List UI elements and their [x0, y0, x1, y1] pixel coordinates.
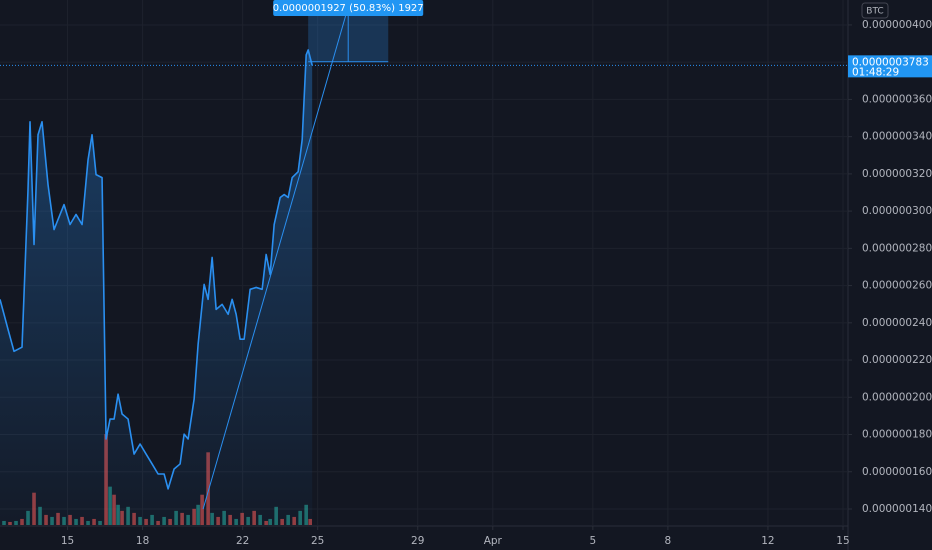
currency-box [861, 2, 889, 19]
x-tick-label: 12 [761, 535, 774, 547]
measure-label-box [273, 0, 424, 16]
y-tick-label: 0.0000002600 [862, 280, 932, 292]
x-tick-label: 29 [411, 535, 424, 547]
y-tick-label: 0.0000001600 [862, 466, 932, 478]
area-fill [0, 49, 313, 525]
price-line [0, 49, 313, 490]
x-tick-label: 8 [665, 535, 672, 547]
y-tick-label: 0.0000003200 [862, 168, 932, 180]
y-tick-label: 0.0000002200 [862, 354, 932, 366]
last-price-label: 0.0000003783 [852, 56, 929, 68]
x-tick-label: 25 [311, 535, 324, 547]
y-tick-label: 0.0000001800 [862, 429, 932, 441]
countdown: 01:48:29 [852, 66, 899, 78]
y-tick-label: 0.0000001400 [862, 503, 932, 515]
currency: BTC [866, 7, 883, 17]
y-tick-label: 0.0000002400 [862, 317, 932, 329]
trend-line [202, 0, 351, 510]
last-price-tag [848, 55, 932, 78]
x-tick-label: 18 [136, 535, 149, 547]
x-tick-label: 22 [236, 535, 249, 547]
measure-label: 0.0000001927 (50.83%) 1927 [273, 3, 424, 14]
y-tick-label: 0.0000003000 [862, 205, 932, 217]
y-tick-label: 0.0000003400 [862, 131, 932, 143]
y-tick-label: 0.0000002800 [862, 242, 932, 254]
x-tick-label: 5 [590, 535, 597, 547]
axes: 0.0000001400 0.0000001600 0.0000001800 0.00… [61, 0, 932, 547]
x-tick-label: Apr [484, 535, 503, 547]
x-tick-label: 15 [836, 535, 849, 547]
y-tick-label: 0.0000003600 [862, 93, 932, 105]
y-tick-label: 0.0000002000 [862, 391, 932, 403]
x-tick-label: 15 [61, 535, 74, 547]
y-tick-label: 0.0000004000 [862, 19, 932, 31]
